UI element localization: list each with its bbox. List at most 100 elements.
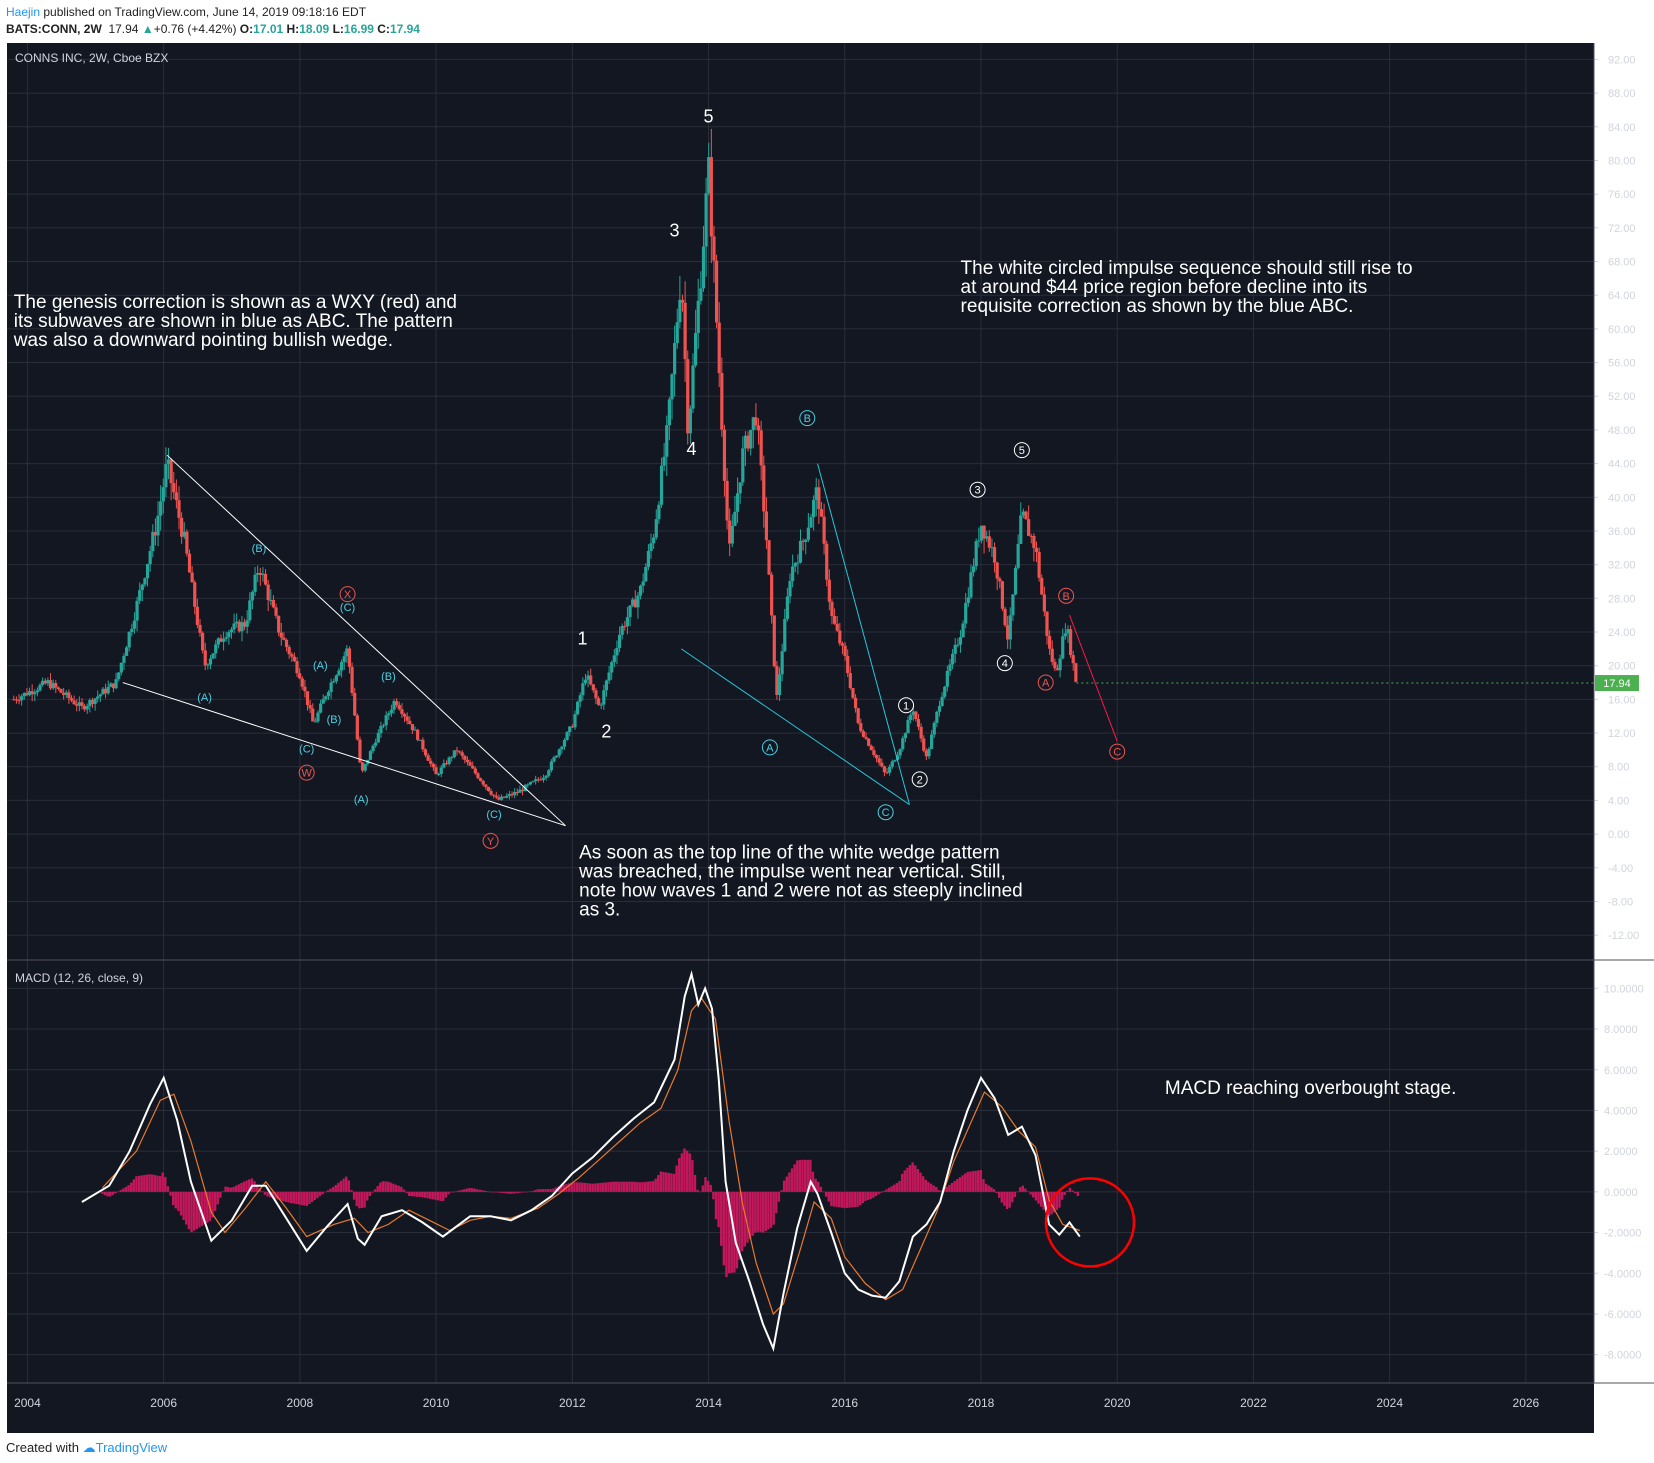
histogram-bar — [633, 1181, 636, 1192]
wave-label: (A) — [197, 692, 212, 704]
candle-body — [145, 564, 150, 579]
candle-body — [644, 566, 648, 582]
candle-body — [111, 683, 116, 689]
trend-line — [166, 454, 566, 827]
histogram-bar — [562, 1184, 566, 1192]
histogram-bar — [486, 1191, 490, 1192]
chart-area[interactable]: CONNS INC, 2W, Cboe BZX 1 2 3 4 5 (B) (C) (A) (A)… — [0, 43, 1654, 1433]
candle-body — [27, 691, 32, 696]
histogram-bar — [431, 1191, 434, 1200]
histogram-bar — [185, 1191, 188, 1225]
candle-body — [478, 778, 483, 781]
candle-body — [809, 517, 813, 528]
histogram-bar — [266, 1191, 269, 1197]
candle-body — [610, 662, 614, 673]
histogram-bar — [284, 1191, 288, 1202]
histogram-bar — [785, 1176, 788, 1192]
candle-body — [117, 672, 121, 680]
candle-body — [838, 630, 842, 644]
author-link[interactable]: Haejin — [6, 5, 41, 19]
candle-body — [864, 736, 868, 739]
candle-body — [901, 738, 905, 750]
signal-line — [101, 997, 1081, 1316]
histogram-bar — [636, 1182, 639, 1192]
histogram-bar — [643, 1181, 647, 1192]
histogram-bar — [1011, 1191, 1014, 1203]
histogram-bar — [161, 1172, 164, 1192]
candle-body — [872, 750, 876, 756]
histogram-bar — [525, 1191, 529, 1193]
candle-body — [906, 719, 910, 734]
histogram-bar — [297, 1191, 301, 1205]
histogram-bar — [1008, 1191, 1011, 1208]
histogram-bar — [872, 1191, 875, 1198]
candle-body — [1048, 636, 1052, 649]
candle-body — [492, 794, 496, 796]
histogram-bar — [832, 1191, 836, 1207]
histogram-bar — [607, 1182, 610, 1192]
histogram-bar — [790, 1168, 794, 1192]
candle-body — [549, 761, 553, 771]
histogram-bar — [722, 1191, 726, 1266]
histogram-bar — [145, 1174, 149, 1192]
candle-body — [652, 537, 656, 544]
candle-body — [148, 551, 152, 565]
macd-pane[interactable]: MACD (12, 26, close, 9) MACD reaching ove… — [15, 970, 1456, 1352]
x-tick-label: 2022 — [1240, 1396, 1267, 1410]
candle-body — [515, 792, 519, 794]
candle-body — [250, 591, 255, 601]
candle-body — [221, 638, 226, 642]
candle-body — [72, 700, 76, 705]
candle-body — [555, 755, 559, 758]
histogram-bar — [628, 1181, 631, 1192]
histogram-bar — [835, 1191, 838, 1207]
histogram-bar — [271, 1191, 275, 1199]
candle-body — [332, 681, 336, 683]
histogram-bar — [811, 1171, 815, 1192]
candle-body — [355, 715, 359, 740]
candle-body — [499, 796, 504, 800]
candle-body — [30, 691, 34, 695]
histogram-bar — [224, 1186, 227, 1192]
candle-body — [594, 690, 598, 699]
footer-brand[interactable]: TradingView — [95, 1440, 168, 1455]
candle-body — [914, 711, 918, 720]
histogram-bar — [234, 1185, 238, 1192]
histogram-bar — [394, 1184, 398, 1192]
wave-label: A — [1042, 678, 1050, 690]
y-tick-label: 60.00 — [1608, 324, 1636, 336]
candle-body — [950, 653, 955, 665]
candle-body — [581, 683, 585, 696]
candle-body — [187, 553, 192, 573]
candle-body — [41, 680, 45, 685]
histogram-bar — [473, 1188, 476, 1192]
candle-body — [966, 597, 970, 603]
candle-body — [439, 767, 443, 774]
histogram-bar — [858, 1191, 862, 1206]
histogram-bar — [612, 1181, 615, 1192]
histogram-bar — [843, 1191, 846, 1209]
candle-body — [20, 696, 24, 701]
candle-body — [754, 417, 758, 426]
histogram-bar — [578, 1182, 581, 1192]
candle-body — [271, 599, 276, 608]
wave-label: C — [882, 807, 890, 819]
histogram-bar — [740, 1191, 744, 1252]
histogram-bar — [803, 1159, 807, 1192]
candle-body — [777, 674, 782, 695]
histogram-bar — [463, 1189, 466, 1192]
tradingview-logo-icon[interactable]: ☁ — [82, 1440, 96, 1455]
histogram-bar — [743, 1191, 747, 1247]
histogram-bar — [693, 1174, 697, 1192]
histogram-bar — [240, 1183, 243, 1192]
histogram-bar — [321, 1191, 324, 1195]
candle-body — [224, 637, 228, 639]
wave-circle — [969, 481, 986, 498]
histogram-bar — [782, 1180, 786, 1192]
price-pane[interactable]: CONNS INC, 2W, Cboe BZX 1 2 3 4 5 (B) (C) (A) (A)… — [12, 51, 1639, 921]
histogram-bar — [190, 1191, 193, 1233]
histogram-bar — [132, 1179, 136, 1192]
candle-body — [33, 692, 37, 695]
candle-body — [423, 749, 428, 756]
candle-body — [940, 696, 944, 707]
